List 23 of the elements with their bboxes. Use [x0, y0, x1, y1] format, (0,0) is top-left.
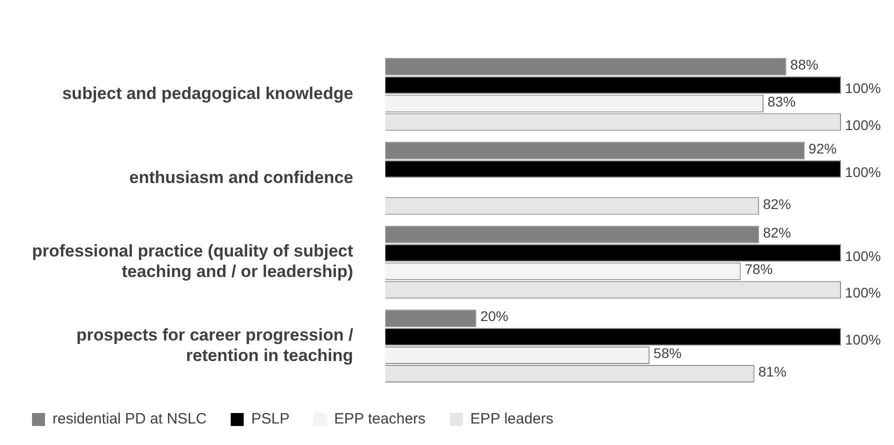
data-label: 81% — [758, 364, 786, 380]
y-tick-label: professional practice (quality of subject teaching and / or leadership) — [32, 242, 354, 282]
data-label: 78% — [744, 261, 773, 278]
data-label: 100% — [845, 248, 881, 264]
data-label: 100% — [845, 80, 881, 96]
data-label: 20% — [480, 308, 508, 324]
data-label: 92% — [808, 140, 837, 156]
legend-label: PSLP — [251, 410, 290, 428]
y-tick-label: enthusiasm and confidence — [129, 168, 354, 187]
data-label: 88% — [790, 56, 818, 73]
data-label: 100% — [845, 332, 881, 348]
legend-label: EPP teachers — [334, 410, 426, 428]
data-label: 83% — [768, 93, 796, 110]
data-label: 100% — [845, 116, 881, 133]
data-label: 82% — [762, 196, 791, 212]
legend-label: EPP leaders — [470, 410, 554, 428]
y-tick-label: subject and pedagogical knowledge — [62, 84, 354, 104]
data-label: 82% — [762, 224, 791, 240]
y-tick-label: prospects for career progression / retention in teaching — [76, 326, 354, 365]
legend-label: residential PD at NSLC — [52, 410, 207, 428]
data-label: 100% — [845, 284, 881, 301]
data-label: 58% — [654, 345, 682, 362]
data-label: 100% — [845, 164, 881, 180]
